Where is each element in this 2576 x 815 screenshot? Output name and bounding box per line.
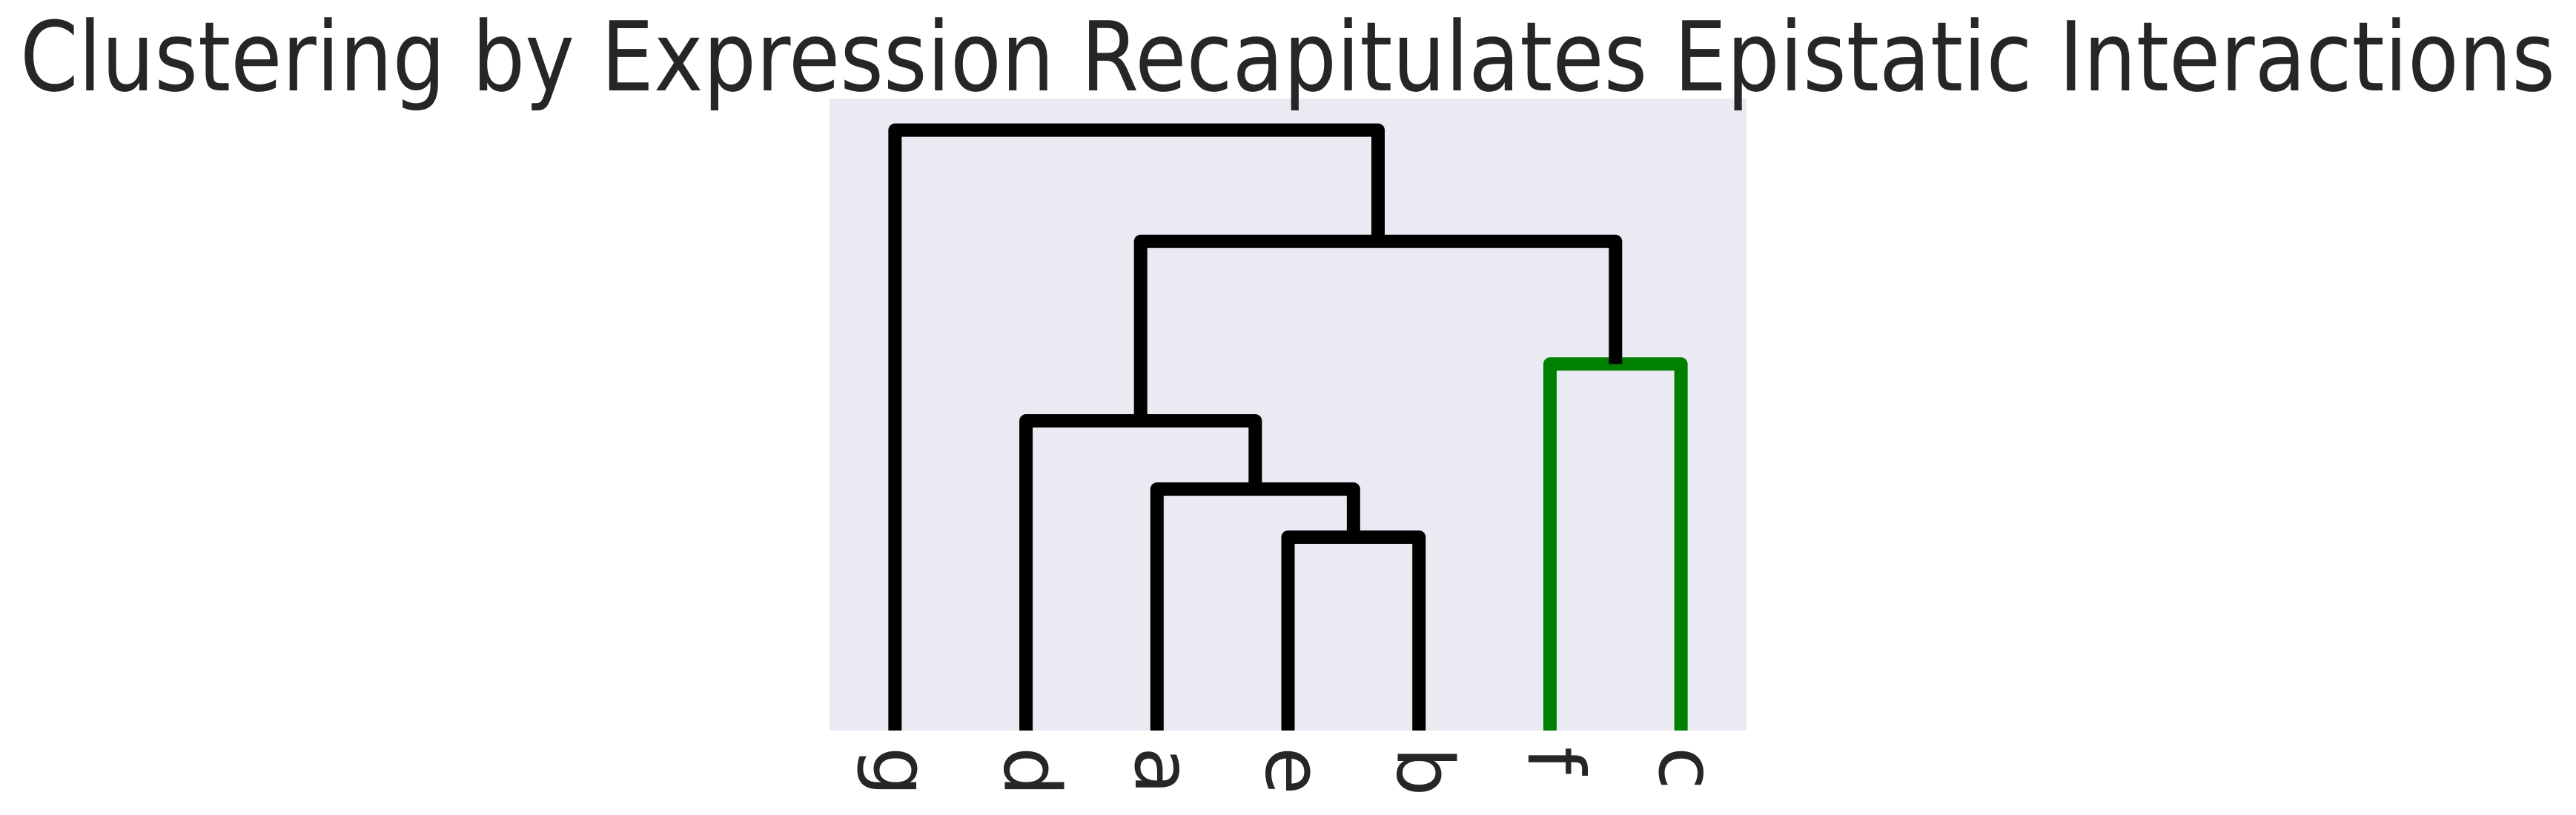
leaf-label: b: [1379, 747, 1469, 796]
leaf-label: f: [1510, 747, 1600, 776]
dendrogram-link: [888, 123, 1385, 731]
leaf-label: g: [855, 747, 946, 796]
leaf-label: c: [1641, 747, 1732, 790]
leaf-label: d: [986, 747, 1076, 796]
leaf-label: e: [1248, 747, 1339, 795]
chart-title: Clustering by Expression Recapitulates E…: [20, 1, 2555, 113]
leaf-label: a: [1117, 747, 1208, 794]
